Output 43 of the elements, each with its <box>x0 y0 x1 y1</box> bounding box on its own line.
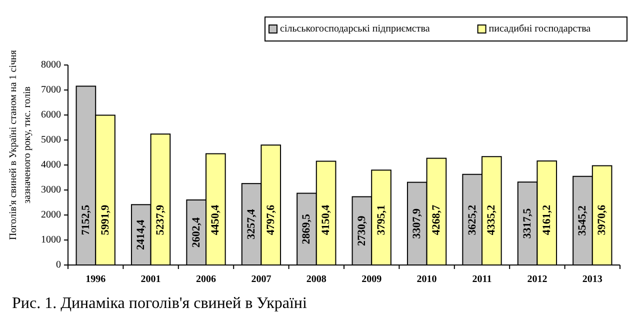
y-tick-label: 5000 <box>41 134 61 146</box>
data-label: 4150,4 <box>320 204 332 236</box>
legend-label: сільськогосподарські підприємства <box>280 24 430 34</box>
data-label: 5991,9 <box>99 204 112 236</box>
data-label: 2602,4 <box>190 216 202 248</box>
x-tick-label: 2009 <box>362 274 382 285</box>
data-label: 4161,2 <box>540 204 553 236</box>
x-tick-label: 2012 <box>527 274 548 285</box>
y-axis-title: Поголів'я свиней в Україні станом на 1 січня зазначеного року, тис. голів <box>8 50 33 240</box>
data-label: 3795,1 <box>375 204 388 236</box>
data-label: 4335,2 <box>486 204 498 236</box>
y-tick-label: 0 <box>56 260 61 270</box>
x-tick-label: 2007 <box>251 274 272 285</box>
y-tick-label: 2000 <box>41 210 61 220</box>
data-label: 5237,9 <box>154 204 166 236</box>
x-tick-label: 2011 <box>472 274 492 285</box>
data-label: 2869,5 <box>300 214 313 244</box>
data-label: 4450,4 <box>210 204 222 236</box>
data-label: 7152,5 <box>80 204 92 236</box>
y-tick-label: 4000 <box>41 160 61 170</box>
data-label: 4268,7 <box>430 204 442 236</box>
x-tick-label: 2006 <box>196 274 216 285</box>
data-label: 4797,6 <box>264 204 277 236</box>
x-tick-label: 2013 <box>582 274 602 285</box>
data-label: 3545,2 <box>576 205 589 236</box>
text: Рис. 1. Динаміка поголів'я свиней в Україні <box>12 295 308 312</box>
data-label: 2730,9 <box>356 215 368 246</box>
x-tick-label: 2001 <box>140 274 161 285</box>
x-tick-label: 2010 <box>416 274 437 285</box>
y-tick-label: 8000 <box>41 60 61 70</box>
x-tick-label: 2008 <box>306 274 326 285</box>
x-tick-label: 1996 <box>86 274 106 285</box>
y-tick-label: 1000 <box>41 234 61 246</box>
data-label: 3317,5 <box>522 208 534 239</box>
data-label: 3307,9 <box>411 208 424 239</box>
y-tick-label: 3000 <box>41 184 61 196</box>
y-tick-label: 7000 <box>41 84 61 96</box>
legend-label: писадибні господарства <box>488 24 592 34</box>
data-label: 3970,6 <box>596 204 608 236</box>
data-label: 2414,4 <box>135 219 148 250</box>
data-label: 3257,4 <box>246 208 258 240</box>
y-tick-label: 6000 <box>41 110 61 120</box>
data-label: 3625,2 <box>466 204 478 236</box>
